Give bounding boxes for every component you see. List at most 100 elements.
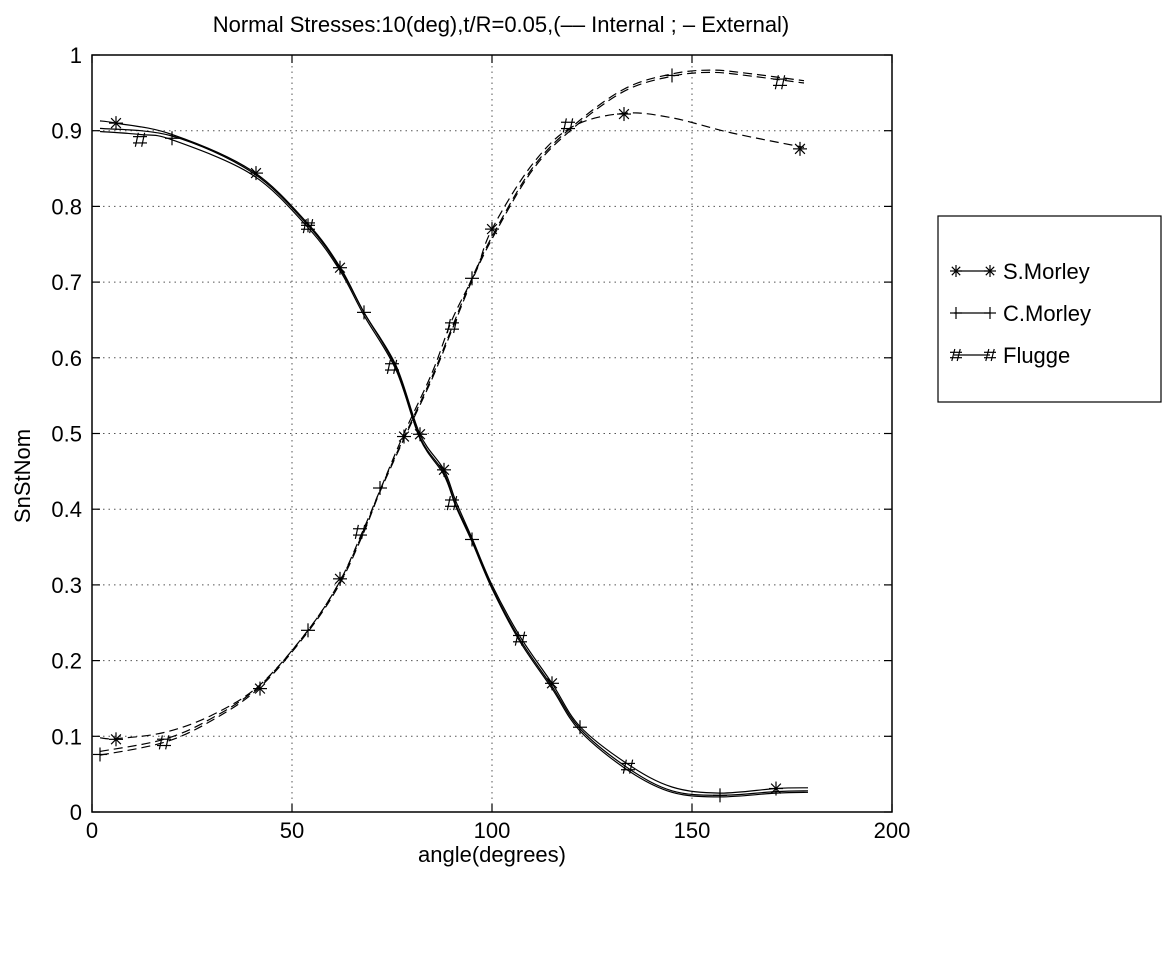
- series-s-morley-internal: [99, 107, 807, 747]
- x-tick-label: 200: [874, 818, 911, 843]
- legend-marker-left: [950, 348, 962, 362]
- series-marker-c-morley-internal: [465, 271, 479, 286]
- series-line-flugge-external: [99, 130, 809, 798]
- series-marker-flugge-external: [621, 759, 635, 774]
- marker-stroke: [354, 524, 359, 540]
- marker-stroke: [486, 223, 498, 235]
- series-marker-s-morley-internal: [253, 681, 267, 696]
- marker-stroke: [956, 348, 961, 362]
- series-flugge-internal: [99, 71, 805, 756]
- series-marker-flugge-internal: [773, 75, 787, 90]
- grid: [92, 55, 892, 812]
- marker-stroke: [622, 759, 627, 774]
- legend-item-c-morley: C.Morley: [950, 301, 1091, 326]
- y-tick-label: 0.1: [51, 724, 82, 749]
- series-marker-c-morley-external: [713, 788, 727, 803]
- marker-stroke: [453, 496, 458, 511]
- chart-title: Normal Stresses:10(deg),t/R=0.05,(–– Int…: [213, 12, 790, 37]
- marker-stroke: [361, 524, 366, 540]
- series-marker-c-morley-external: [301, 218, 315, 233]
- marker-stroke: [438, 464, 450, 476]
- y-tick-label: 1: [70, 43, 82, 68]
- legend[interactable]: S.Morley C.Morley Flugge: [937, 215, 1162, 403]
- series-marker-flugge-internal: [445, 318, 459, 334]
- x-tick-label: 50: [280, 818, 304, 843]
- series-marker-flugge-external: [513, 631, 527, 646]
- series-marker-s-morley-internal: [109, 732, 123, 747]
- legend-label: C.Morley: [1003, 301, 1091, 326]
- marker-stroke: [302, 218, 307, 234]
- marker-stroke: [521, 631, 526, 646]
- x-axis-label: angle(degrees): [418, 842, 566, 867]
- marker-stroke: [141, 132, 146, 147]
- legend-item-flugge: Flugge: [950, 343, 1070, 368]
- y-axis-label: SnStNom: [10, 429, 35, 523]
- series-marker-s-morley-internal: [617, 107, 631, 122]
- y-tick-label: 0.2: [51, 649, 82, 674]
- marker-stroke: [309, 218, 314, 234]
- marker-stroke: [134, 132, 139, 147]
- y-tick-label: 0.6: [51, 346, 82, 371]
- marker-stroke: [629, 759, 634, 774]
- series-marker-flugge-external: [445, 496, 459, 511]
- legend-marker-right: [984, 307, 996, 319]
- marker-stroke: [569, 118, 574, 133]
- y-tick-label: 0.9: [51, 119, 82, 144]
- marker-stroke: [453, 318, 458, 334]
- series-c-morley-external: [99, 127, 809, 803]
- series-line-flugge-internal: [99, 71, 805, 756]
- marker-stroke: [985, 266, 995, 276]
- marker-stroke: [514, 631, 519, 646]
- series-marker-s-morley-internal: [485, 222, 499, 237]
- series-marker-flugge-external: [301, 218, 315, 234]
- series-marker-flugge-internal: [157, 735, 171, 750]
- marker-stroke: [393, 359, 398, 375]
- marker-stroke: [774, 75, 779, 90]
- x-tick-label: 0: [86, 818, 98, 843]
- legend-marker-right: [984, 348, 996, 362]
- series-marker-flugge-external: [133, 132, 147, 147]
- series-marker-flugge-internal: [561, 118, 575, 133]
- series-s-morley-external: [99, 116, 809, 796]
- marker-stroke: [562, 118, 567, 133]
- series-line-c-morley-external: [99, 127, 809, 796]
- series-marker-c-morley-external: [357, 305, 371, 320]
- marker-stroke: [158, 735, 163, 750]
- legend-marker-left: [950, 265, 962, 277]
- marker-stroke: [386, 359, 391, 375]
- series-marker-c-morley-internal: [301, 623, 315, 638]
- legend-marker-left: [950, 307, 962, 319]
- plot-area-frame: [91, 54, 893, 813]
- y-tick-label: 0.8: [51, 194, 82, 219]
- axis-ticks: 0 50 100 150 200 0 0.1 0.2 0.3 0.4 0.5 0.6 0.7 0.8 0.9…: [51, 43, 910, 843]
- y-tick-label: 0.3: [51, 573, 82, 598]
- marker-stroke: [110, 117, 122, 129]
- series-marker-flugge-internal: [353, 524, 367, 540]
- legend-label: Flugge: [1003, 343, 1070, 368]
- legend-box: [937, 215, 1162, 403]
- marker-stroke: [990, 348, 995, 362]
- marker-stroke: [985, 348, 990, 362]
- y-tick-label: 0.5: [51, 422, 82, 447]
- marker-stroke: [250, 167, 262, 179]
- series-marker-s-morley-internal: [793, 141, 807, 156]
- x-tick-label: 100: [474, 818, 511, 843]
- marker-stroke: [951, 266, 961, 276]
- marker-stroke: [254, 683, 266, 694]
- y-tick-label: 0: [70, 800, 82, 825]
- marker-stroke: [618, 108, 630, 120]
- marker-stroke: [446, 496, 451, 511]
- series-group: [93, 68, 809, 803]
- legend-marker-right: [984, 265, 996, 277]
- series-line-c-morley-internal: [99, 69, 805, 752]
- marker-stroke: [446, 318, 451, 334]
- series-marker-flugge-external: [385, 359, 399, 375]
- marker-stroke: [414, 428, 426, 440]
- marker-stroke: [110, 734, 122, 745]
- legend-item-s-morley: S.Morley: [950, 259, 1090, 284]
- y-tick-label: 0.7: [51, 270, 82, 295]
- marker-stroke: [794, 143, 806, 155]
- series-marker-s-morley-internal: [333, 571, 347, 586]
- marker-stroke: [951, 348, 956, 362]
